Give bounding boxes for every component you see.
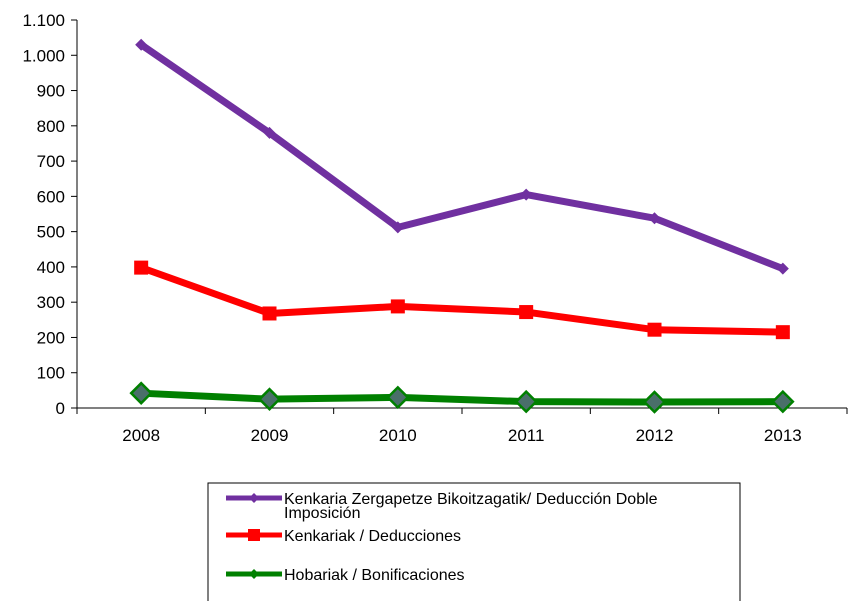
data-point (775, 325, 790, 340)
data-point (520, 188, 533, 201)
data-point (647, 322, 662, 337)
y-tick-label: 200 (37, 328, 65, 347)
y-tick-label: 700 (37, 152, 65, 171)
data-point (519, 305, 534, 320)
data-point (391, 221, 404, 234)
data-point (263, 126, 276, 139)
y-tick-label: 600 (37, 187, 65, 206)
x-tick-label: 2012 (636, 426, 674, 445)
y-tick-label: 500 (37, 223, 65, 242)
data-point (390, 299, 405, 314)
data-point (514, 389, 538, 414)
data-point (648, 212, 661, 225)
legend-label: Kenkaria Zergapetze Bikoitzagatik/ Deduc… (284, 491, 658, 508)
data-point (642, 390, 667, 414)
y-tick-label: 0 (56, 399, 65, 418)
series-line (137, 264, 787, 336)
series-2 (129, 381, 795, 414)
data-point (771, 389, 795, 414)
y-tick-label: 1.000 (22, 46, 65, 65)
data-point (776, 262, 789, 275)
y-tick-label: 1.100 (22, 11, 65, 30)
x-tick-label: 2013 (764, 426, 802, 445)
y-tick-label: 400 (37, 258, 65, 277)
series-line (137, 389, 787, 406)
x-tick-label: 2010 (379, 426, 417, 445)
data-point (386, 385, 410, 410)
y-tick-label: 900 (37, 82, 65, 101)
legend: Kenkaria Zergapetze Bikoitzagatik/ Deduc… (207, 482, 741, 601)
series-0 (135, 38, 789, 275)
legend-swatch-marker (249, 493, 259, 503)
y-tick-label: 300 (37, 293, 65, 312)
data-point (134, 260, 149, 275)
series-layer (129, 38, 795, 414)
data-point (257, 387, 282, 411)
series-1 (134, 260, 790, 340)
x-tick-label: 2009 (251, 426, 289, 445)
x-tick-label: 2008 (122, 426, 160, 445)
data-point (262, 306, 277, 321)
axes: 0 100 200 300 400 500 600 700 800 900 1.000 1.100 20… (22, 11, 848, 445)
legend-label: Kenkariak / Deducciones (284, 528, 461, 545)
x-tick-label: 2011 (508, 426, 545, 445)
legend-box (207, 482, 741, 601)
y-tick-label: 800 (37, 117, 65, 136)
series-line (137, 41, 787, 273)
legend-label: Imposición (284, 505, 360, 522)
y-tick-label: 100 (37, 364, 65, 383)
legend-swatch-marker (248, 529, 260, 541)
legend-swatch-marker (249, 569, 259, 579)
data-point (129, 381, 153, 405)
data-point (135, 38, 148, 51)
legend-label: Hobariak / Bonificaciones (284, 567, 465, 584)
